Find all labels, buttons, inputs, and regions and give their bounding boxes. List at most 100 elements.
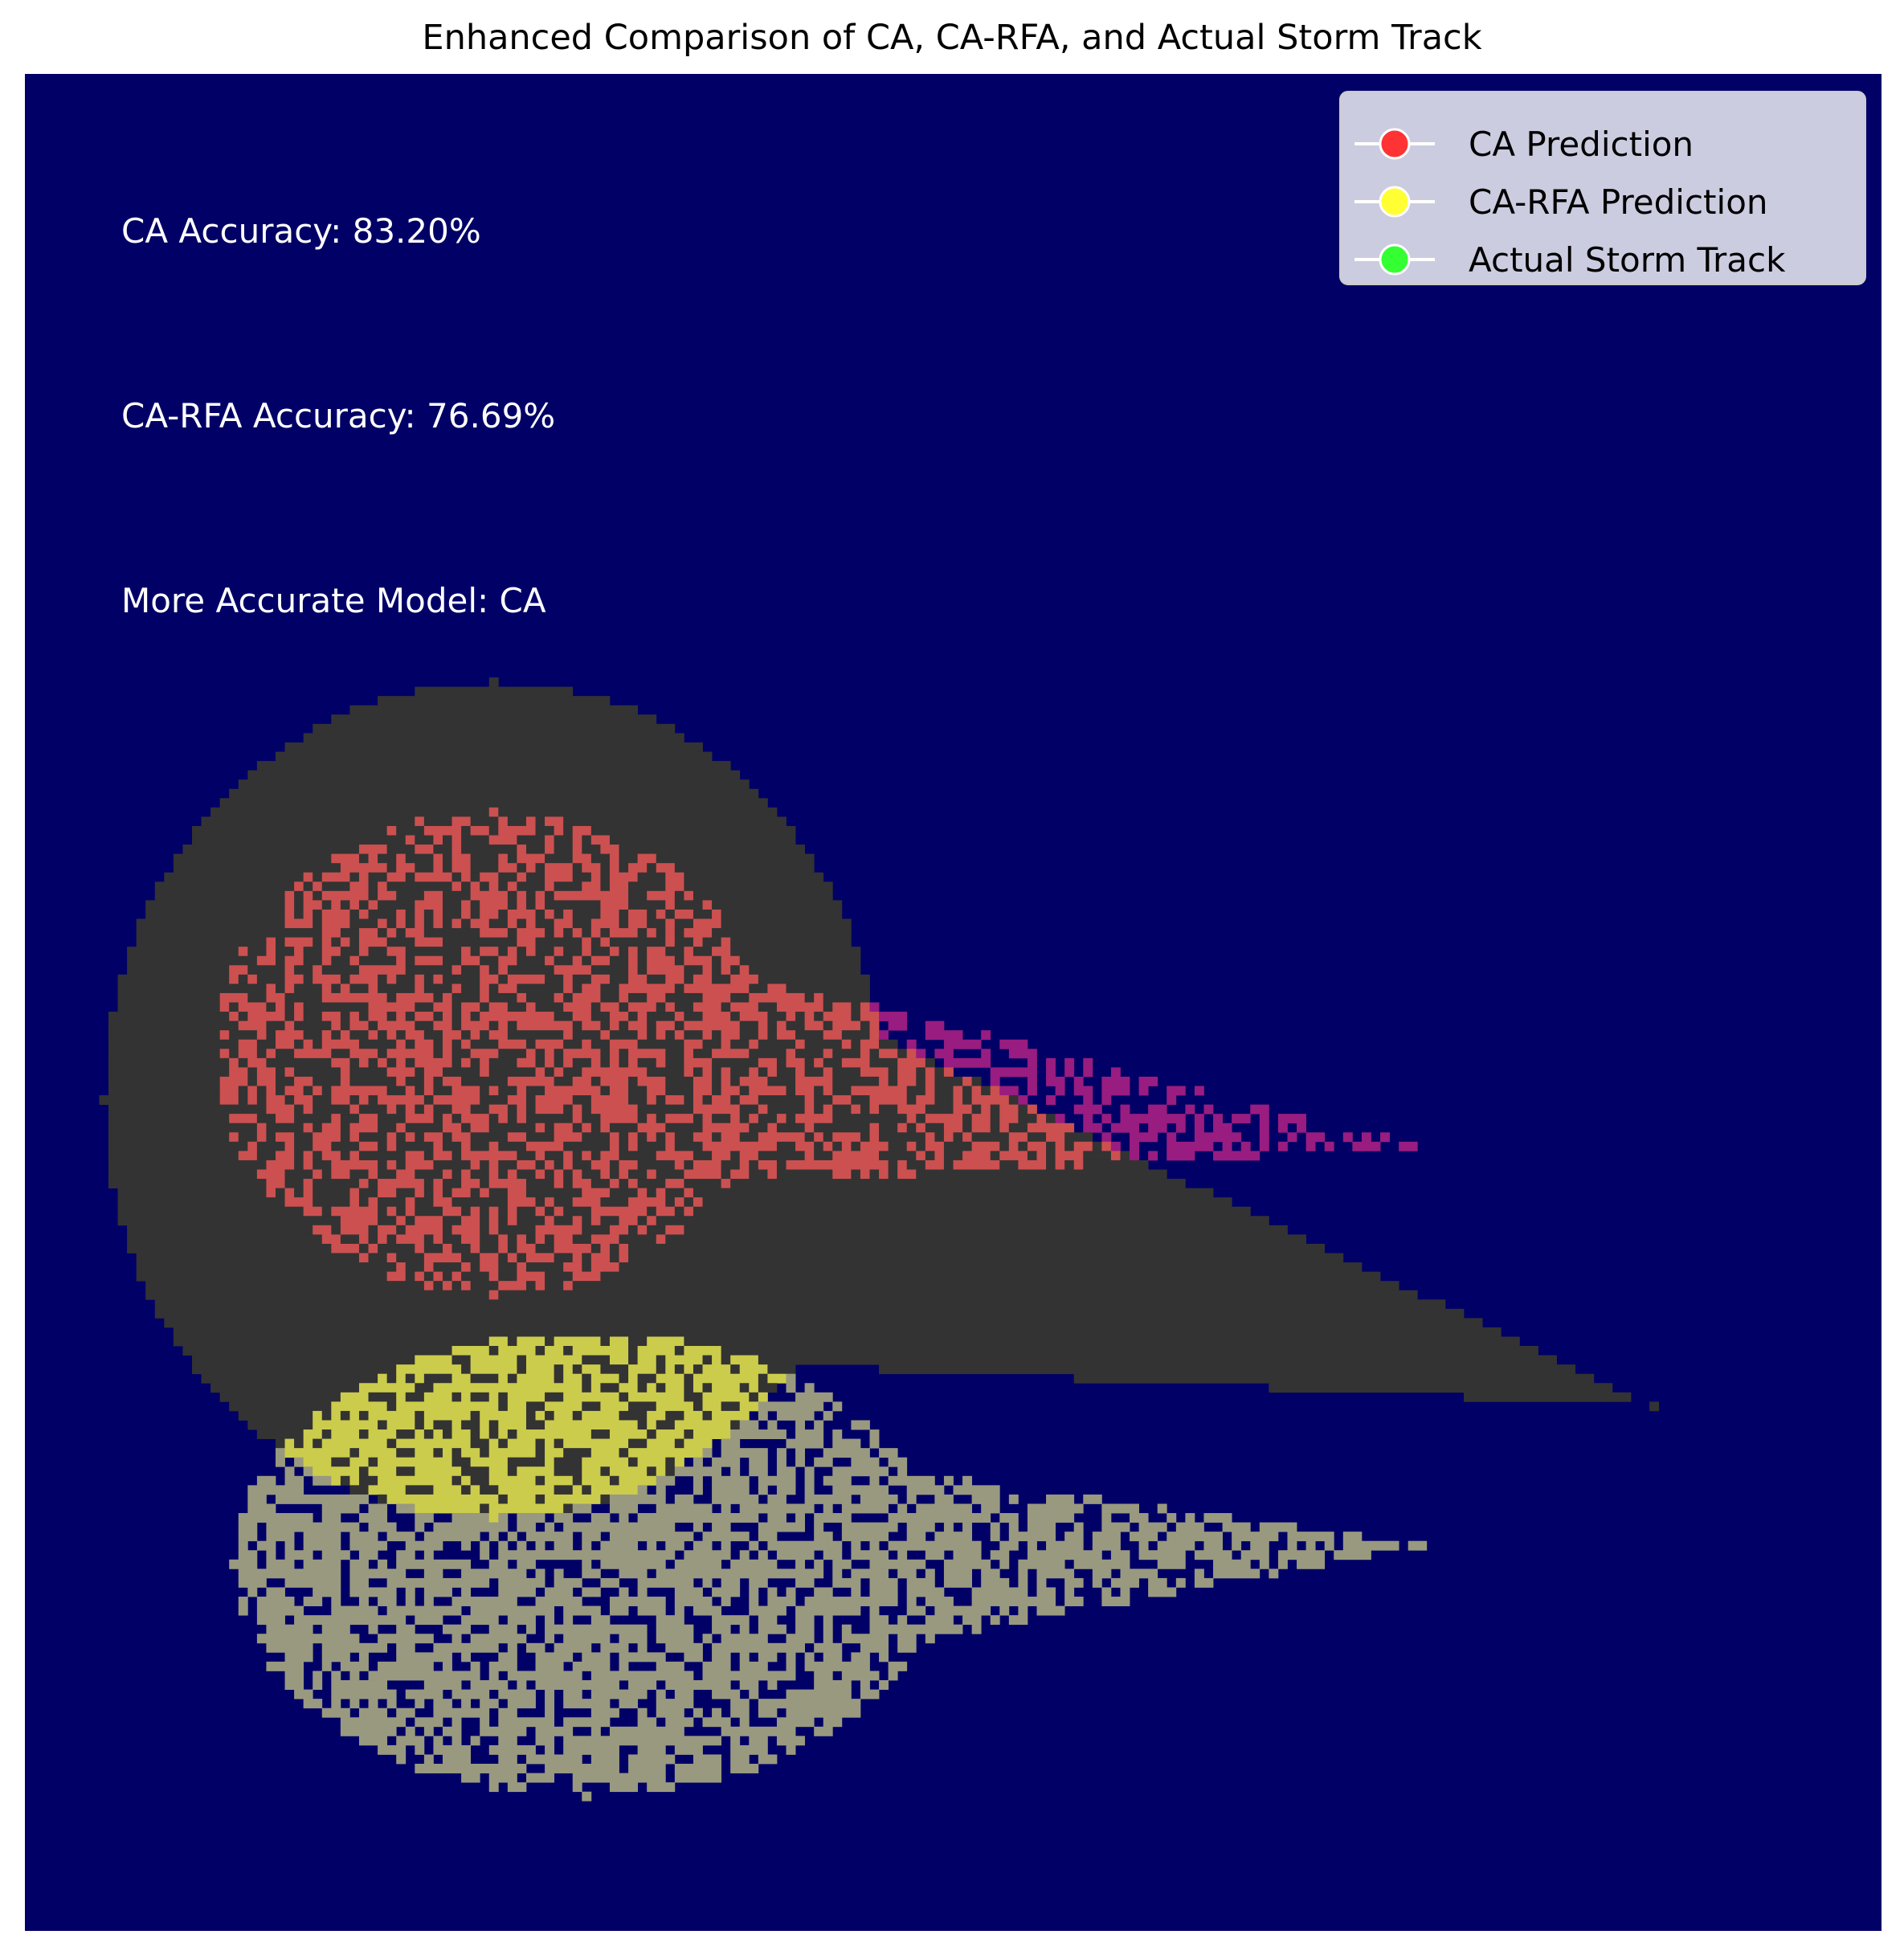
heatmap-cell-run [925, 1615, 954, 1626]
heatmap-cell-run [758, 1699, 861, 1709]
heatmap-cell-run [841, 1503, 889, 1514]
heatmap-cell-run [461, 947, 472, 957]
heatmap-cell-run [767, 1680, 778, 1690]
heatmap-cell-run [721, 1039, 731, 1049]
heatmap-cell-run [294, 1095, 313, 1106]
heatmap-cell-run [1008, 1494, 1019, 1504]
heatmap-cell-run [517, 937, 536, 947]
heatmap-cell-run [378, 1030, 388, 1041]
heatmap-cell-run [916, 1151, 926, 1161]
heatmap-cell-run [674, 1764, 722, 1773]
heatmap-cell-run [767, 1540, 843, 1551]
heatmap-cell-run [795, 1513, 806, 1523]
heatmap-cell-run [554, 1234, 574, 1245]
heatmap-cell-run [1203, 1104, 1214, 1115]
heatmap-cell-run [470, 1429, 480, 1439]
legend-marker-2 [1379, 243, 1411, 276]
heatmap-cell-run [730, 1429, 787, 1439]
legend-box [1339, 91, 1866, 285]
heatmap-cell-run [804, 1104, 815, 1115]
heatmap-cell-run [470, 1373, 499, 1384]
heatmap-cell-run [423, 890, 443, 901]
heatmap-cell-run [108, 1141, 248, 1151]
heatmap-cell-run [554, 1012, 574, 1022]
heatmap-cell-run [1008, 1049, 1037, 1059]
heatmap-cell-run [804, 1132, 815, 1143]
heatmap-cell-run [386, 825, 397, 836]
heatmap-cell-run [507, 1020, 517, 1031]
heatmap-cell-run [405, 1392, 425, 1402]
heatmap-cell-run [1064, 1141, 1075, 1151]
heatmap-cell-run [1120, 1587, 1130, 1597]
heatmap-cell-run [256, 1597, 295, 1606]
heatmap-cell-run [117, 1197, 285, 1208]
heatmap-cell-run [1167, 1086, 1186, 1096]
heatmap-cell-run [665, 1642, 703, 1653]
heatmap-cell-run [851, 1540, 861, 1551]
heatmap-cell-run [433, 1485, 462, 1495]
heatmap-cell-run [582, 1067, 648, 1078]
heatmap-cell-run [619, 1002, 629, 1012]
heatmap-cell-run [702, 1671, 796, 1681]
heatmap-cell-run [386, 1577, 490, 1588]
heatmap-cell-run [442, 955, 462, 966]
heatmap-cell-run [869, 1429, 880, 1439]
heatmap-cell-run [358, 1253, 369, 1263]
heatmap-cell-run [461, 1141, 472, 1151]
heatmap-cell-run [303, 1429, 323, 1439]
heatmap-cell-run [971, 1095, 1010, 1106]
heatmap-cell-run [535, 1448, 545, 1458]
heatmap-cell-run [916, 1123, 926, 1133]
heatmap-cell-run [535, 1680, 619, 1690]
heatmap-cell-run [665, 1049, 684, 1059]
heatmap-cell-run [1259, 1522, 1297, 1532]
heatmap-cell-run [721, 909, 843, 919]
heatmap-cell-run [405, 1262, 425, 1272]
heatmap-cell-run [665, 1076, 694, 1086]
heatmap-cell-run [656, 1355, 666, 1365]
heatmap-cell-run [1167, 1132, 1177, 1143]
heatmap-cell-run [498, 1039, 527, 1049]
heatmap-cell-run [368, 1030, 378, 1041]
heatmap-cell-run [656, 1420, 676, 1430]
heatmap-cell-run [396, 1624, 415, 1634]
heatmap-cell-run [480, 1216, 490, 1226]
heatmap-cell-run [795, 1448, 806, 1458]
heatmap-cell-run [358, 1708, 388, 1718]
heatmap-cell-run [247, 992, 267, 1003]
heatmap-cell-run [674, 1160, 684, 1170]
heatmap-cell-run [470, 872, 480, 882]
heatmap-cell-run [795, 1457, 806, 1467]
heatmap-cell-run [1083, 1114, 1093, 1124]
heatmap-cell-run [545, 1420, 639, 1430]
heatmap-cell-run [563, 1373, 582, 1384]
heatmap-cell-run [925, 1568, 935, 1579]
heatmap-cell-run [517, 1206, 536, 1217]
heatmap-cell-run [545, 1494, 601, 1504]
heatmap-cell-run [721, 955, 741, 966]
heatmap-cell-run [665, 1095, 684, 1106]
heatmap-cell-run [321, 1708, 350, 1718]
heatmap-cell-run [340, 1030, 350, 1041]
heatmap-cell-run [423, 1188, 434, 1198]
heatmap-cell-run [340, 863, 388, 873]
heatmap-cell-run [656, 1568, 824, 1579]
heatmap-cell-run [498, 1485, 555, 1495]
heatmap-cell-run [619, 992, 629, 1003]
heatmap-cell-run [127, 1225, 313, 1235]
heatmap-cell-run [619, 1475, 657, 1486]
heatmap-cell-run [488, 1104, 509, 1115]
heatmap-cell-run [461, 965, 480, 975]
heatmap-cell-run [545, 1346, 564, 1356]
heatmap-cell-run [405, 1104, 415, 1115]
heatmap-cell-run [628, 1457, 639, 1467]
heatmap-cell-run [284, 1086, 304, 1096]
heatmap-cell-run [962, 1076, 973, 1086]
heatmap-cell-run [786, 1652, 796, 1663]
heatmap-cell-run [665, 1057, 684, 1068]
heatmap-cell-run [442, 1123, 462, 1133]
heatmap-cell-run [386, 974, 397, 984]
heatmap-cell-run [851, 1550, 889, 1560]
heatmap-cell-run [758, 1104, 768, 1115]
heatmap-cell-run [517, 955, 545, 966]
